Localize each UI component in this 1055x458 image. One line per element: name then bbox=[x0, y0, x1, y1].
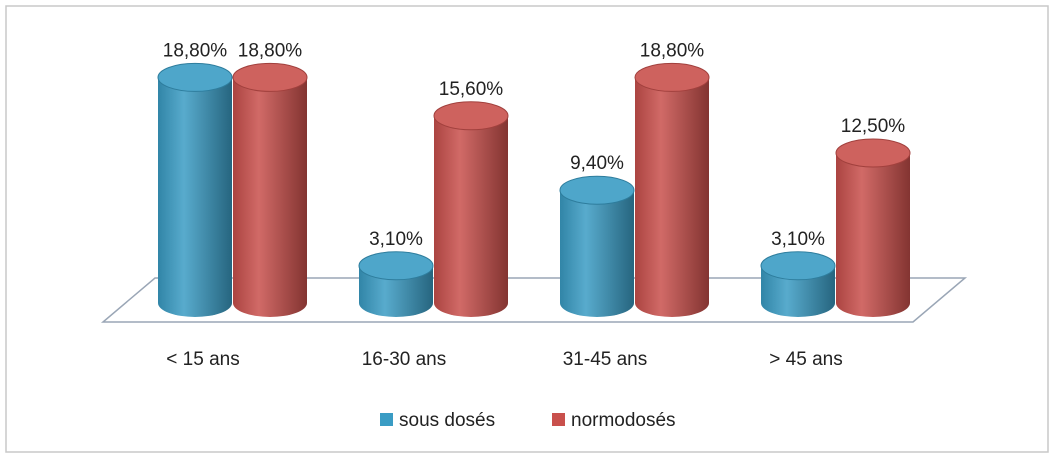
data-label: 18,80% bbox=[238, 40, 303, 61]
bar-top bbox=[358, 251, 434, 281]
x-tick-label: > 45 ans bbox=[769, 349, 842, 370]
bar-body bbox=[359, 265, 433, 317]
legend-label: normodosés bbox=[571, 410, 676, 431]
bar-top bbox=[559, 175, 635, 205]
bar-body bbox=[836, 153, 910, 317]
bar-top bbox=[232, 62, 308, 92]
bar-body bbox=[635, 77, 709, 318]
bar-top bbox=[760, 251, 836, 281]
bar bbox=[157, 62, 233, 318]
legend-swatch bbox=[380, 413, 393, 426]
bar bbox=[835, 138, 911, 317]
bar-top bbox=[835, 138, 911, 168]
bar bbox=[433, 101, 509, 317]
data-label: 9,40% bbox=[570, 153, 624, 174]
bar-body bbox=[560, 190, 634, 317]
x-tick-label: 16-30 ans bbox=[362, 349, 447, 370]
bar-body bbox=[434, 115, 508, 317]
bar-body bbox=[761, 265, 835, 317]
data-label: 18,80% bbox=[163, 40, 228, 61]
bar bbox=[559, 175, 635, 317]
bar bbox=[232, 62, 308, 318]
bar-top bbox=[433, 101, 509, 131]
floor bbox=[100, 277, 968, 323]
bar-top bbox=[634, 62, 710, 92]
bar bbox=[760, 251, 836, 317]
data-label: 3,10% bbox=[369, 229, 423, 250]
legend-swatch bbox=[552, 413, 565, 426]
bar bbox=[634, 62, 710, 318]
x-tick-label: < 15 ans bbox=[166, 349, 239, 370]
bar-top bbox=[157, 62, 233, 92]
bar-body bbox=[233, 77, 307, 318]
data-label: 15,60% bbox=[439, 79, 504, 100]
bar bbox=[358, 251, 434, 317]
data-label: 3,10% bbox=[771, 229, 825, 250]
legend-label: sous dosés bbox=[399, 410, 495, 431]
bar-body bbox=[158, 77, 232, 318]
data-label: 18,80% bbox=[640, 40, 705, 61]
data-label: 12,50% bbox=[841, 116, 906, 137]
x-tick-label: 31-45 ans bbox=[563, 349, 648, 370]
